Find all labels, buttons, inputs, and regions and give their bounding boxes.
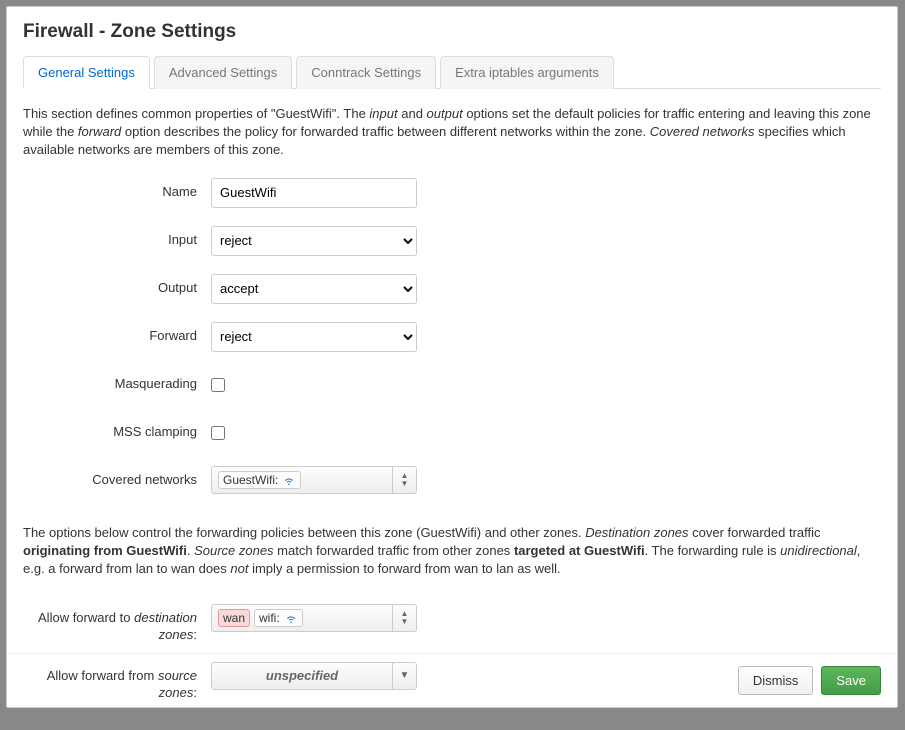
- dest-zone-wan-badge: wan: [218, 609, 250, 627]
- firewall-zone-modal: Firewall - Zone Settings General Setting…: [6, 6, 898, 708]
- dropdown-toggle[interactable]: ▲ ▼: [392, 605, 416, 631]
- row-name: Name: [23, 178, 881, 208]
- output-select[interactable]: accept: [211, 274, 417, 304]
- row-dest-zones: Allow forward to destination zones: wan …: [23, 604, 881, 644]
- dest-zones-select[interactable]: wan wifi: ▲ ▼: [211, 604, 417, 632]
- dest-zone-wifi-badge: wifi:: [254, 609, 303, 627]
- label-dest-zones: Allow forward to destination zones:: [23, 604, 211, 644]
- modal-footer: Dismiss Save: [7, 653, 897, 707]
- label-covered-networks: Covered networks: [23, 466, 211, 489]
- wifi-icon: [282, 473, 296, 487]
- row-input: Input reject: [23, 226, 881, 256]
- label-masquerading: Masquerading: [23, 370, 211, 393]
- label-output: Output: [23, 274, 211, 297]
- modal-title: Firewall - Zone Settings: [7, 7, 897, 55]
- row-output: Output accept: [23, 274, 881, 304]
- row-covered-networks: Covered networks GuestWifi: ▲ ▼: [23, 466, 881, 496]
- tab-conntrack[interactable]: Conntrack Settings: [296, 56, 436, 89]
- form-area: Name Input reject Output accept Forward: [7, 168, 897, 524]
- name-input[interactable]: [211, 178, 417, 208]
- tab-extra-iptables[interactable]: Extra iptables arguments: [440, 56, 614, 89]
- label-name: Name: [23, 178, 211, 201]
- tab-advanced[interactable]: Advanced Settings: [154, 56, 292, 89]
- label-input: Input: [23, 226, 211, 249]
- section-description: This section defines common properties o…: [7, 89, 897, 168]
- tab-bar: General Settings Advanced Settings Connt…: [23, 55, 881, 89]
- dismiss-button[interactable]: Dismiss: [738, 666, 814, 695]
- tab-general[interactable]: General Settings: [23, 56, 150, 89]
- covered-network-badge: GuestWifi:: [218, 471, 301, 489]
- chevron-down-icon: ▼: [401, 480, 409, 488]
- wifi-icon: [284, 611, 298, 625]
- row-forward: Forward reject: [23, 322, 881, 352]
- forwarding-description: The options below control the forwarding…: [7, 524, 897, 595]
- row-masquerading: Masquerading: [23, 370, 881, 400]
- dropdown-toggle[interactable]: ▲ ▼: [392, 467, 416, 493]
- masquerading-checkbox[interactable]: [211, 378, 225, 392]
- covered-networks-select[interactable]: GuestWifi: ▲ ▼: [211, 466, 417, 494]
- chevron-down-icon: ▼: [401, 618, 409, 626]
- row-mss-clamping: MSS clamping: [23, 418, 881, 448]
- input-select[interactable]: reject: [211, 226, 417, 256]
- mss-clamping-checkbox[interactable]: [211, 426, 225, 440]
- label-mss-clamping: MSS clamping: [23, 418, 211, 441]
- save-button[interactable]: Save: [821, 666, 881, 695]
- label-forward: Forward: [23, 322, 211, 345]
- forward-select[interactable]: reject: [211, 322, 417, 352]
